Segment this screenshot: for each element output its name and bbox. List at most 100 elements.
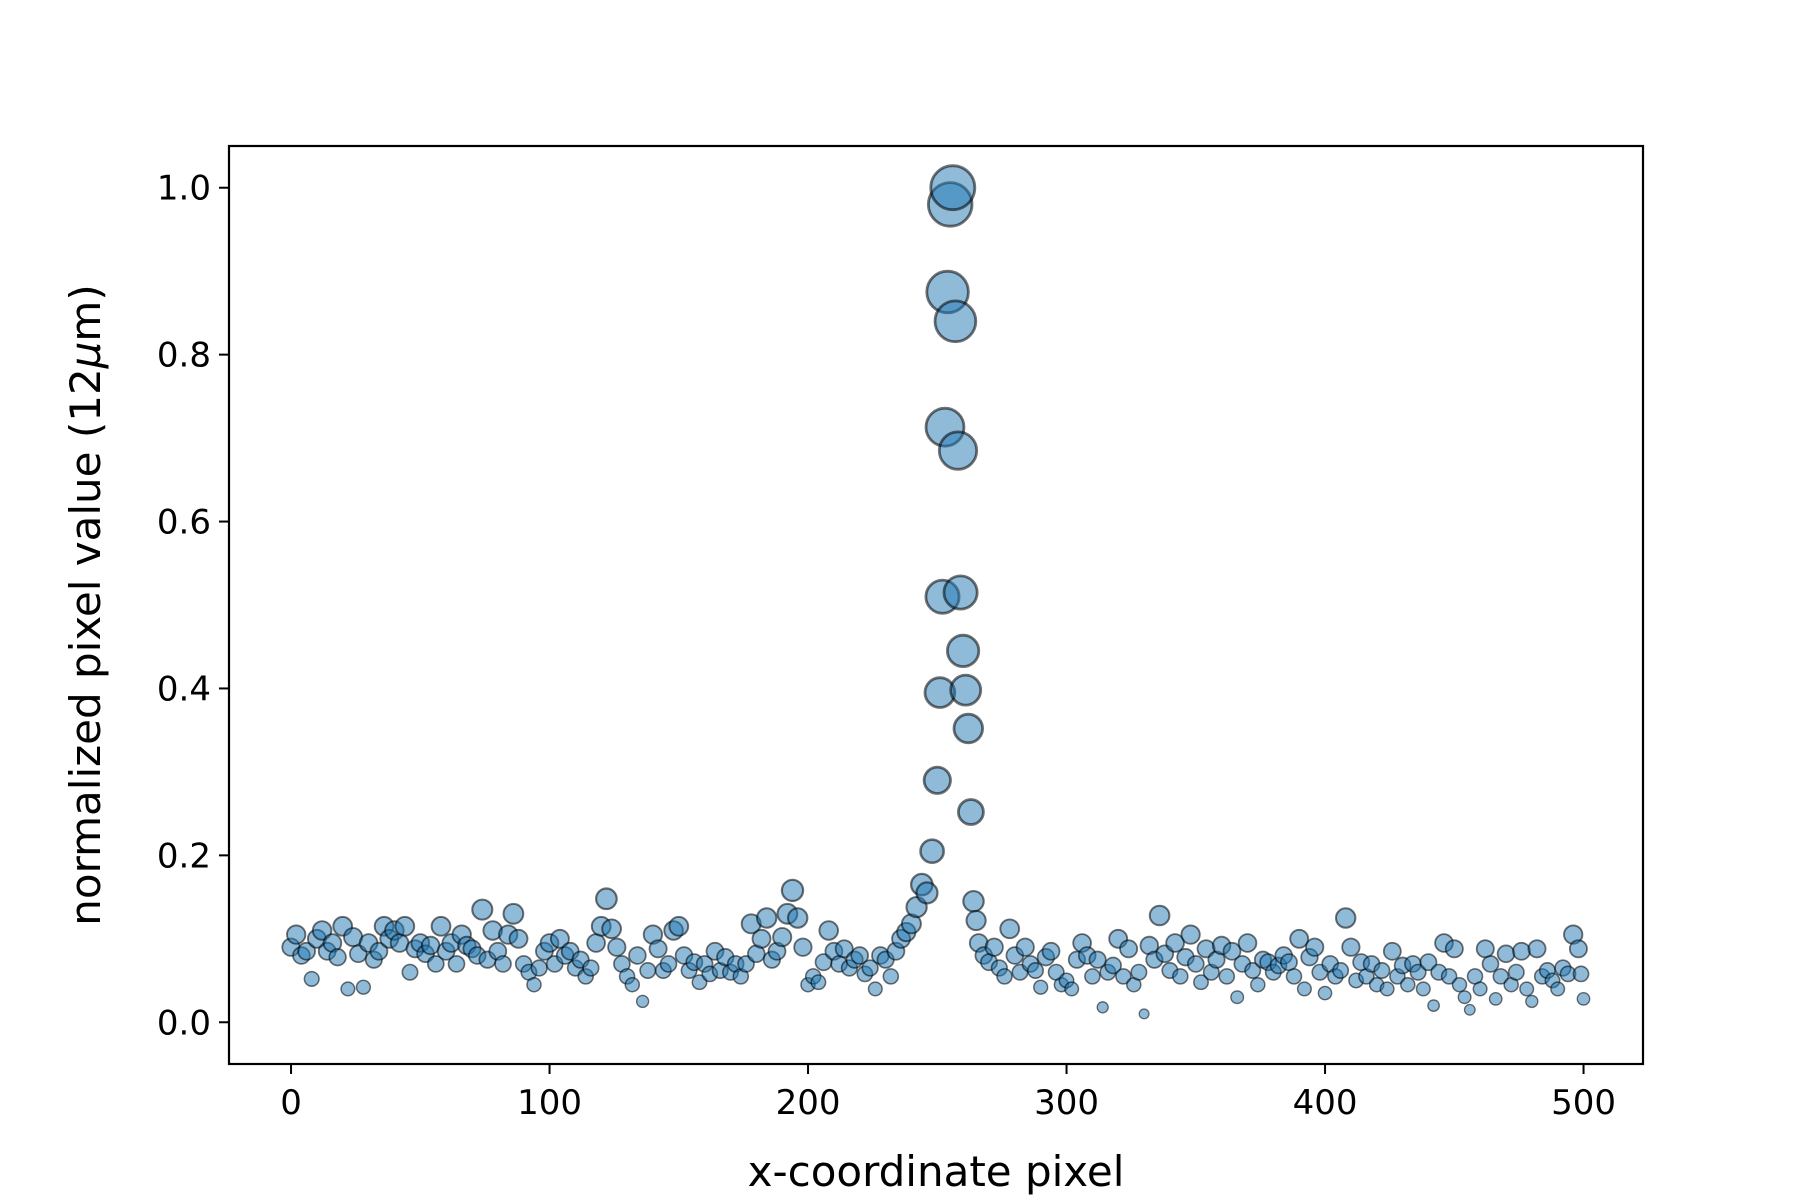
data-point (1550, 981, 1566, 997)
y-tick-label: 0.0 (157, 1003, 211, 1043)
data-point (984, 937, 1004, 957)
data-point (1335, 907, 1357, 929)
y-axis-label-prefix: normalized pixel value (12 (61, 368, 110, 925)
data-point (1415, 981, 1431, 997)
data-point (1237, 933, 1258, 953)
data-point (919, 838, 945, 865)
y-tick-label: 1.0 (157, 169, 211, 209)
data-point (962, 890, 985, 913)
data-point (996, 968, 1013, 985)
y-tick-label: 0.6 (157, 503, 211, 543)
data-point (1096, 1001, 1109, 1014)
data-point (668, 915, 690, 937)
data-point (297, 941, 316, 961)
points-layer (281, 164, 1591, 1020)
data-point (526, 976, 542, 993)
data-point (659, 955, 678, 973)
y-axis-ticks: 0.0 0.2 0.4 0.6 0.8 1.0 (157, 169, 229, 1043)
data-point (793, 937, 813, 957)
data-point (751, 928, 772, 949)
data-point (1285, 968, 1303, 985)
data-point (922, 765, 952, 795)
data-point (1279, 953, 1298, 972)
data-point (1015, 937, 1035, 957)
y-axis-label-suffix: m) (61, 284, 110, 341)
data-point (1244, 961, 1262, 979)
data-point (1488, 992, 1503, 1006)
data-point (1444, 939, 1464, 959)
y-tick-label: 0.2 (157, 836, 211, 876)
data-point (1512, 941, 1531, 961)
data-point (369, 941, 389, 961)
data-point (1481, 955, 1500, 973)
data-point (595, 887, 618, 911)
data-point (1250, 976, 1266, 993)
y-tick-label: 0.8 (157, 336, 211, 376)
data-point (1519, 981, 1535, 997)
data-point (1148, 904, 1171, 927)
data-point (1130, 963, 1148, 981)
y-axis-label-mu: μ (61, 342, 110, 370)
data-point (1341, 937, 1361, 957)
data-point (502, 902, 525, 925)
data-point (1222, 941, 1242, 961)
data-point (1572, 965, 1590, 983)
data-point (1317, 985, 1333, 1001)
data-point (1419, 953, 1438, 972)
data-point (340, 981, 356, 997)
data-point (949, 673, 983, 707)
data-point (1084, 968, 1101, 985)
data-point (1475, 939, 1495, 959)
data-point (850, 946, 869, 965)
data-point (471, 898, 494, 921)
data-point (1119, 939, 1139, 959)
data-point (394, 915, 416, 937)
x-tick-label: 200 (776, 1083, 841, 1123)
data-point (772, 927, 793, 948)
data-point (624, 976, 641, 993)
data-point (328, 948, 347, 967)
data-point (508, 928, 529, 949)
data-point (1440, 968, 1458, 985)
data-point (1027, 961, 1045, 979)
data-point (1165, 933, 1185, 953)
data-point (818, 920, 839, 941)
data-point (780, 878, 805, 903)
data-point (1463, 1003, 1476, 1016)
data-point (1305, 937, 1325, 957)
data-point (586, 933, 606, 953)
data-point (957, 798, 985, 826)
data-point (861, 959, 879, 977)
data-point (1104, 956, 1122, 975)
data-point (430, 915, 452, 937)
data-point (1296, 981, 1312, 997)
data-point (1568, 939, 1588, 959)
data-point (1289, 928, 1310, 949)
data-point (530, 959, 548, 977)
data-point (1088, 950, 1107, 969)
data-point (945, 633, 981, 669)
data-point (1332, 961, 1350, 979)
data-point (1382, 941, 1402, 961)
x-tick-label: 0 (280, 1083, 302, 1123)
data-point (447, 955, 466, 973)
data-point (1033, 979, 1049, 995)
data-point (426, 955, 445, 973)
data-point (1138, 1008, 1150, 1020)
data-point (1472, 981, 1488, 997)
x-tick-label: 300 (1034, 1083, 1099, 1123)
data-point (867, 981, 883, 997)
data-point (601, 918, 622, 940)
data-point (929, 164, 977, 212)
x-axis-label: x-coordinate pixel (748, 1147, 1125, 1196)
plot-area-frame (227, 144, 1645, 1066)
data-point (1379, 981, 1395, 997)
data-point (999, 918, 1021, 940)
data-point (1427, 999, 1440, 1012)
data-point (965, 909, 987, 932)
data-point (937, 430, 979, 471)
data-point (1457, 990, 1472, 1005)
data-point (549, 928, 570, 949)
data-point (756, 907, 778, 929)
